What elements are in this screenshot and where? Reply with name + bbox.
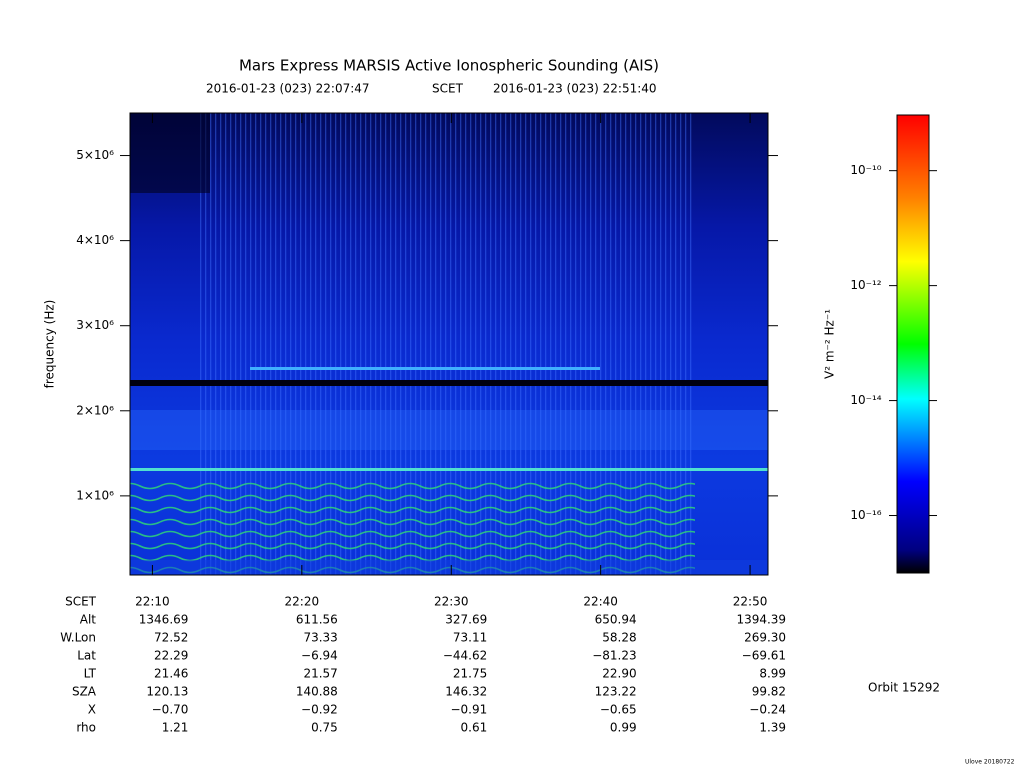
x-tick-label: 22:30	[434, 595, 469, 609]
y-tick-label: 4×10⁶	[76, 233, 114, 247]
table-cell: 0.99	[610, 721, 637, 735]
table-cell: −69.61	[742, 649, 786, 663]
table-cell: −0.92	[301, 703, 338, 717]
table-cell: 269.30	[744, 631, 786, 645]
colorbar	[896, 114, 930, 574]
colorbar-tick-label: 10⁻¹²	[850, 278, 881, 292]
chart-title: Mars Express MARSIS Active Ionospheric S…	[239, 57, 659, 75]
table-cell: −0.91	[450, 703, 487, 717]
subtitle-end: 2016-01-23 (023) 22:51:40	[493, 82, 657, 96]
table-cell: −81.23	[592, 649, 636, 663]
row-label: Alt	[80, 613, 97, 627]
table-cell: 327.69	[445, 613, 487, 627]
table-cell: 8.99	[759, 667, 786, 681]
table-cell: −44.62	[443, 649, 487, 663]
row-label: X	[88, 703, 96, 717]
table-cell: 58.28	[602, 631, 636, 645]
colorbar-tick-label: 10⁻¹⁶	[850, 508, 881, 522]
credit: Ulove 20180722	[965, 759, 1015, 766]
y-tick-label: 2×10⁶	[76, 403, 114, 417]
table-cell: 72.52	[154, 631, 188, 645]
orbit: Orbit 15292	[868, 681, 940, 695]
colorbar-tick-label: 10⁻¹⁴	[850, 393, 881, 407]
table-cell: 140.88	[296, 685, 338, 699]
table-cell: 22.29	[154, 649, 188, 663]
table-cell: 1.39	[759, 721, 786, 735]
table-cell: −6.94	[301, 649, 338, 663]
y-tick-label: 3×10⁶	[76, 318, 114, 332]
table-cell: 1394.39	[736, 613, 786, 627]
table-cell: 73.11	[453, 631, 487, 645]
y-tick-label: 5×10⁶	[76, 148, 114, 162]
colorbar-tick-label: 10⁻¹⁰	[850, 163, 881, 177]
x-tick-label: 22:20	[285, 595, 320, 609]
table-cell: 120.13	[146, 685, 188, 699]
x-axis-label: SCET	[65, 595, 97, 609]
table-cell: 611.56	[296, 613, 338, 627]
subtitle-scet: SCET	[432, 82, 464, 96]
row-label: Lat	[77, 649, 96, 663]
x-tick-label: 22:10	[135, 595, 170, 609]
table-cell: −0.65	[600, 703, 637, 717]
table-cell: 123.22	[595, 685, 637, 699]
table-cell: 21.57	[303, 667, 337, 681]
table-cell: 21.46	[154, 667, 188, 681]
table-cell: 1.21	[162, 721, 189, 735]
table-cell: −0.24	[749, 703, 786, 717]
x-tick-label: 22:40	[583, 595, 618, 609]
x-tick-label: 22:50	[733, 595, 768, 609]
table-cell: 0.75	[311, 721, 338, 735]
y-axis-label: frequency (Hz)	[43, 300, 57, 389]
row-label: W.Lon	[60, 631, 96, 645]
table-cell: 99.82	[752, 685, 786, 699]
spectrogram-image	[129, 112, 769, 576]
table-cell: 1346.69	[139, 613, 189, 627]
table-cell: 73.33	[303, 631, 337, 645]
table-cell: 22.90	[602, 667, 636, 681]
table-cell: −0.70	[152, 703, 189, 717]
row-label: rho	[76, 721, 96, 735]
table-cell: 650.94	[595, 613, 637, 627]
y-tick-label: 1×10⁶	[76, 488, 114, 502]
table-cell: 21.75	[453, 667, 487, 681]
table-cell: 146.32	[445, 685, 487, 699]
subtitle-start: 2016-01-23 (023) 22:07:47	[206, 82, 370, 96]
row-label: LT	[84, 667, 97, 681]
table-cell: 0.61	[461, 721, 488, 735]
row-label: SZA	[72, 685, 97, 699]
colorbar-label: V² m⁻² Hz⁻¹	[823, 309, 837, 379]
